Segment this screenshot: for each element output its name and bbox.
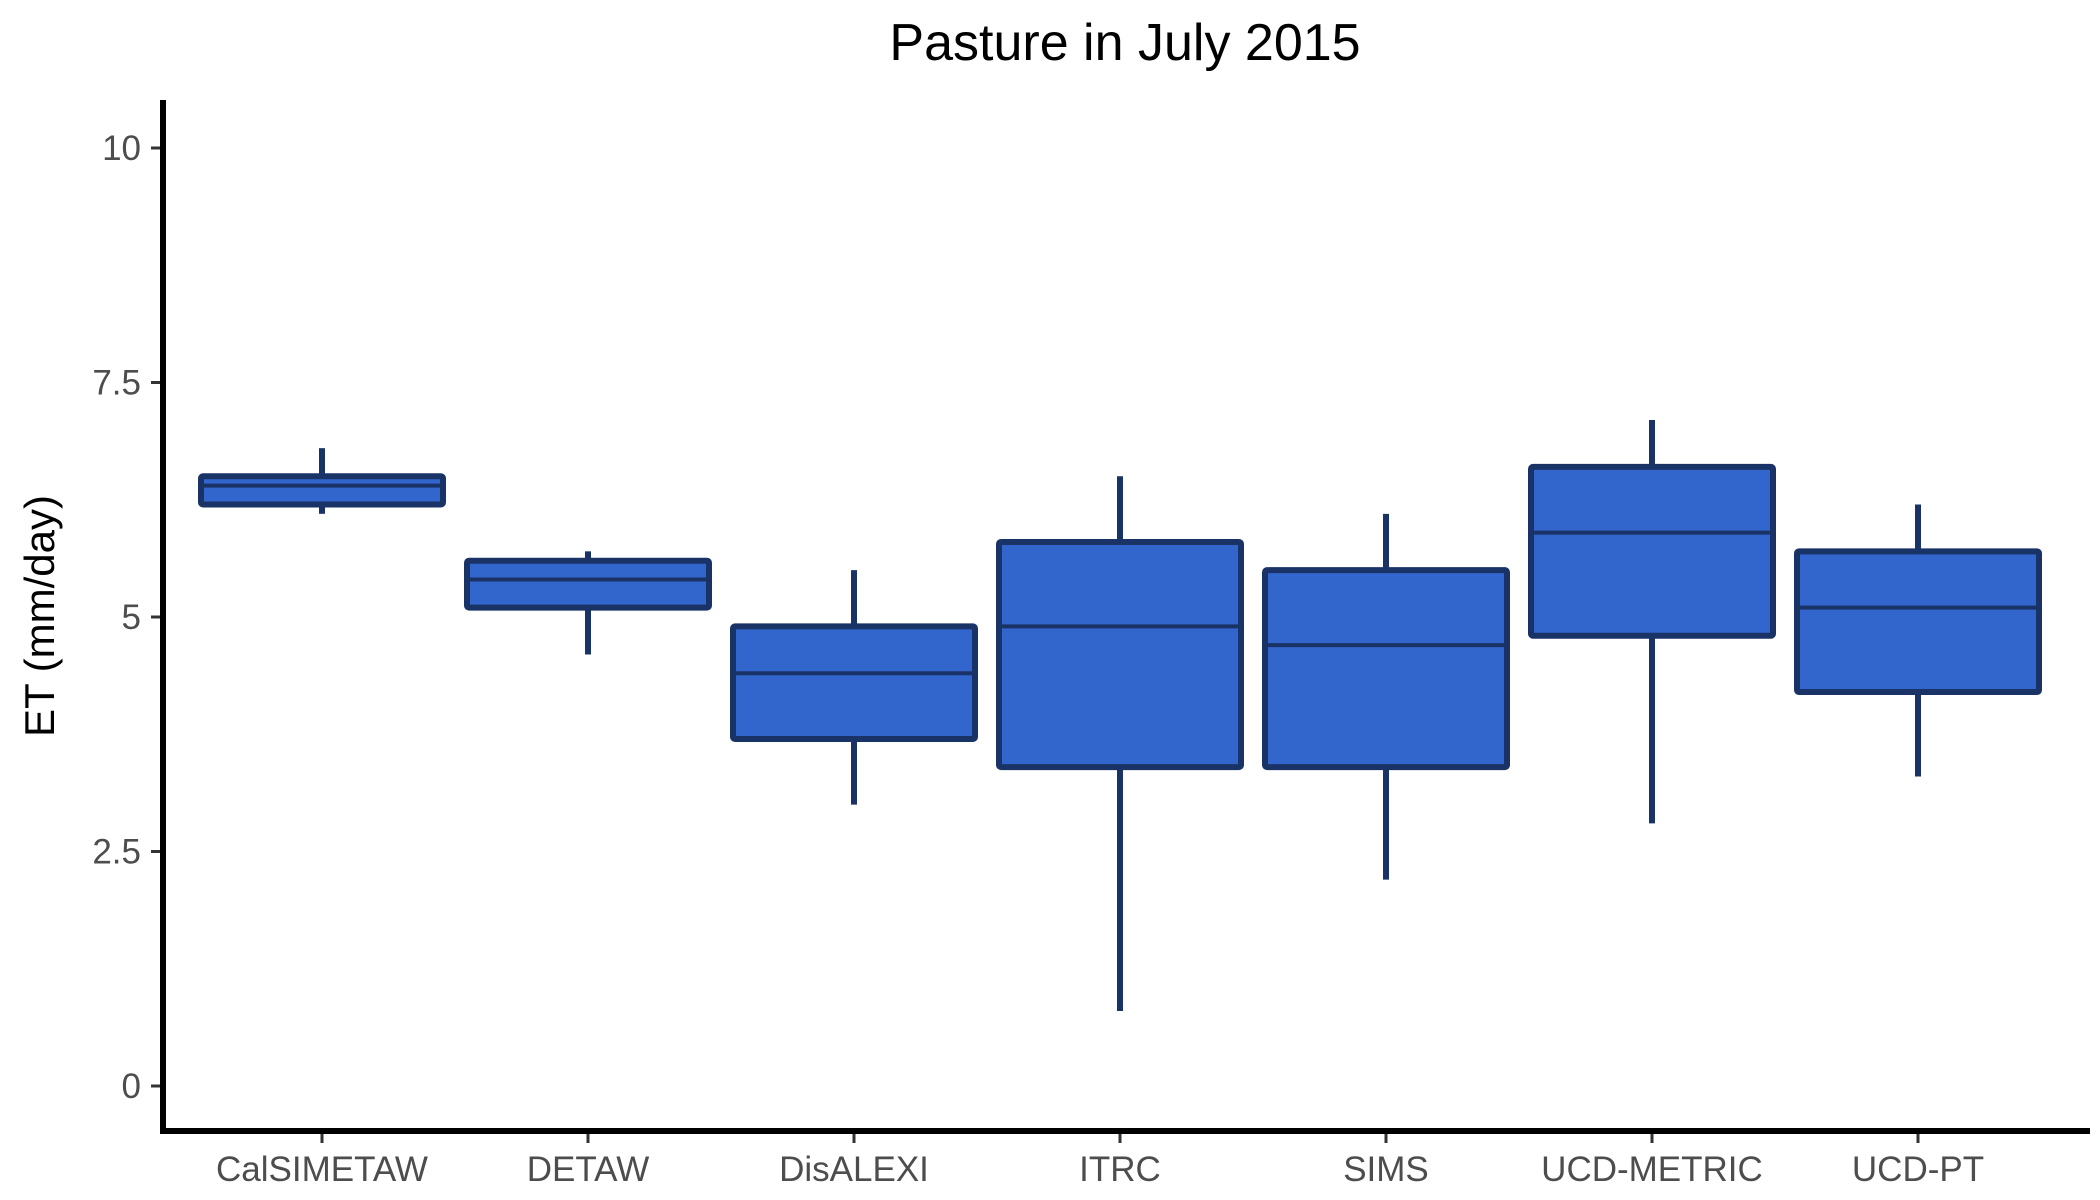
plot-area: 0 2.5 5 7.5 10 CalSIMETAW DETAW DisALEXI ITRC SIM… <box>92 129 2042 1189</box>
x-tick-label: CalSIMETAW <box>216 1150 428 1189</box>
box-iqr <box>1794 548 2042 696</box>
y-axis-label: ET (mm/day) <box>16 495 63 737</box>
box-iqr <box>1262 567 1510 771</box>
x-tick-label: ITRC <box>1079 1150 1161 1189</box>
y-tick-label: 10 <box>102 129 141 168</box>
x-tick-label: SIMS <box>1343 1150 1429 1189</box>
x-tick-label: UCD-METRIC <box>1541 1150 1763 1189</box>
box-iqr <box>1528 463 1776 639</box>
box-iqr <box>996 538 1244 771</box>
box-iqr <box>198 473 446 508</box>
box-iqr <box>464 557 712 611</box>
x-tick-label: DisALEXI <box>779 1150 929 1189</box>
x-tick-label: UCD-PT <box>1852 1150 1984 1189</box>
y-tick-label: 5 <box>122 598 141 637</box>
y-tick-label: 2.5 <box>92 833 141 872</box>
x-tick-label: DETAW <box>527 1150 649 1189</box>
chart-title: Pasture in July 2015 <box>889 14 1360 72</box>
y-tick-label: 7.5 <box>92 364 141 403</box>
y-tick-label: 0 <box>122 1067 141 1106</box>
box-iqr <box>730 623 978 742</box>
